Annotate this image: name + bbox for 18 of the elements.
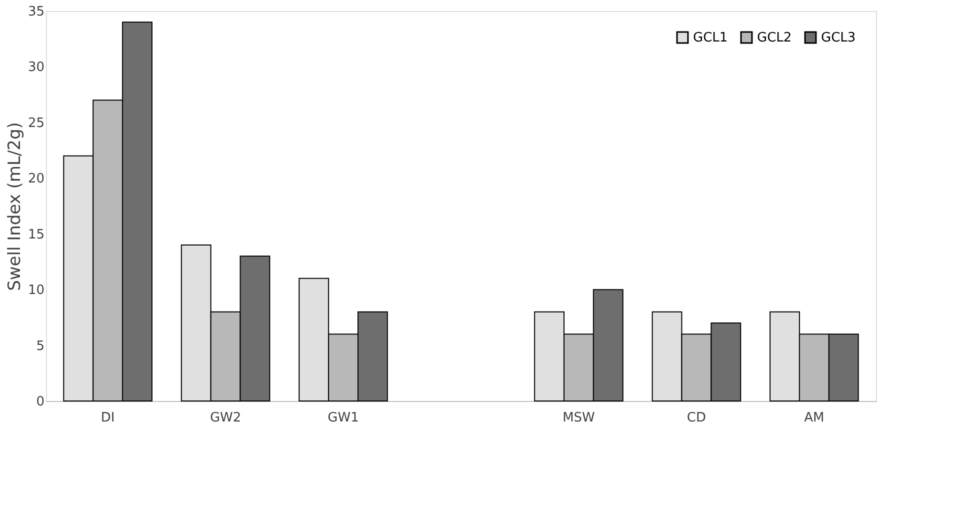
x-tick-label: MSW xyxy=(562,410,596,426)
y-tick-label: 20 xyxy=(28,172,44,187)
y-tick-label: 15 xyxy=(28,227,44,242)
x-tick-label: AM xyxy=(804,410,824,426)
legend-label: GCL3 xyxy=(821,30,856,46)
legend-label: GCL1 xyxy=(693,30,728,46)
x-tick-label: DI xyxy=(100,410,115,426)
y-tick-label: 10 xyxy=(28,283,44,298)
legend-label: GCL2 xyxy=(757,30,792,46)
y-tick-label: 35 xyxy=(28,4,44,20)
x-tick-label: CD xyxy=(686,410,706,426)
y-tick-label: 0 xyxy=(36,394,44,410)
y-axis-title: Swell Index (mL/2g) xyxy=(4,122,25,291)
y-tick-label: 5 xyxy=(36,338,44,354)
y-tick-label: 30 xyxy=(28,60,44,76)
x-tick-label: GW2 xyxy=(210,410,242,426)
x-tick-label: GW1 xyxy=(328,410,359,426)
y-tick-label: 25 xyxy=(28,116,44,131)
